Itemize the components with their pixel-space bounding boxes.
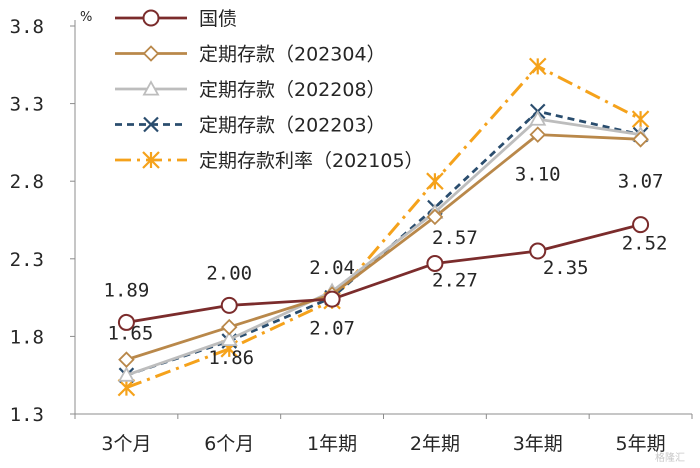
series-line bbox=[125, 117, 641, 377]
legend-item-2: 定期存款（202208） bbox=[115, 79, 386, 101]
x-tick-label: 5年期 bbox=[616, 433, 666, 455]
y-axis-ticks: 1.3 1.8 2.3 2.8 3.3 3.8 bbox=[10, 16, 75, 426]
data-point bbox=[528, 57, 547, 76]
watermark: 格隆汇 bbox=[655, 451, 685, 464]
data-point bbox=[426, 172, 444, 190]
legend-label: 定期存款（202208） bbox=[199, 79, 386, 101]
data-point bbox=[529, 242, 547, 260]
data-point bbox=[631, 110, 650, 128]
y-tick-label: 2.8 bbox=[10, 171, 44, 193]
legend-label: 定期存款（202304） bbox=[199, 44, 386, 66]
data-label: 2.00 bbox=[206, 262, 252, 284]
data-label: 2.52 bbox=[622, 233, 668, 255]
chart-series bbox=[117, 57, 650, 397]
data-point bbox=[323, 290, 341, 308]
data-labels: 1.89 2.00 2.04 2.27 2.35 2.52 1.65 1.86 2.07 2.57… bbox=[104, 164, 668, 369]
series-1 bbox=[118, 126, 649, 368]
data-point bbox=[426, 208, 444, 226]
data-point bbox=[220, 330, 238, 347]
y-axis-unit: % bbox=[80, 10, 92, 25]
x-axis-ticks: 3个月 6个月 1年期 2年期 3年期 5年期 bbox=[74, 414, 693, 455]
legend-marker bbox=[143, 116, 159, 133]
data-point bbox=[220, 318, 238, 336]
x-tick-label: 3个月 bbox=[101, 433, 151, 455]
data-point bbox=[529, 110, 547, 126]
legend-label: 国债 bbox=[199, 8, 237, 30]
y-tick-label: 1.3 bbox=[10, 404, 44, 426]
legend-marker bbox=[142, 151, 160, 169]
series-line bbox=[125, 133, 641, 362]
x-tick-label: 2年期 bbox=[410, 433, 460, 455]
data-label: 3.10 bbox=[515, 164, 561, 186]
data-point bbox=[118, 351, 135, 368]
legend-marker bbox=[142, 80, 160, 96]
x-tick-label: 6个月 bbox=[204, 433, 254, 455]
data-point bbox=[632, 216, 650, 234]
legend-item-1: 定期存款（202304） bbox=[115, 44, 386, 66]
y-tick-label: 2.3 bbox=[10, 249, 44, 271]
y-tick-label: 1.8 bbox=[10, 326, 44, 348]
data-label: 1.86 bbox=[208, 347, 254, 369]
x-tick-label: 3年期 bbox=[513, 433, 563, 455]
legend-item-3: 定期存款（202203） bbox=[115, 115, 386, 137]
series-4 bbox=[117, 57, 650, 397]
data-label: 1.89 bbox=[104, 279, 150, 301]
legend-label: 定期存款（202203） bbox=[199, 115, 386, 137]
data-point bbox=[220, 296, 238, 314]
data-label: 2.57 bbox=[432, 227, 478, 249]
data-label: 2.04 bbox=[309, 257, 355, 279]
data-label: 2.27 bbox=[432, 269, 478, 291]
data-point bbox=[529, 126, 547, 143]
data-point bbox=[632, 131, 649, 148]
y-tick-label: 3.3 bbox=[10, 94, 44, 116]
y-tick-label: 3.8 bbox=[10, 16, 44, 38]
data-point bbox=[117, 378, 136, 397]
series-line bbox=[125, 64, 642, 390]
series-line bbox=[126, 223, 641, 324]
legend-label: 定期存款利率（202105） bbox=[199, 150, 424, 172]
data-label: 3.07 bbox=[618, 170, 664, 192]
x-tick-label: 1年期 bbox=[307, 433, 357, 455]
series-0 bbox=[117, 216, 650, 331]
legend-marker bbox=[142, 45, 160, 62]
legend-item-0: 国债 bbox=[115, 8, 237, 30]
data-label: 2.35 bbox=[543, 257, 589, 279]
data-point bbox=[117, 313, 135, 331]
data-point bbox=[426, 254, 444, 272]
legend-marker bbox=[142, 9, 160, 27]
data-label: 2.07 bbox=[309, 317, 355, 339]
legend-item-4: 定期存款利率（202105） bbox=[115, 150, 424, 172]
data-label: 1.65 bbox=[108, 323, 154, 345]
data-point bbox=[117, 366, 135, 382]
